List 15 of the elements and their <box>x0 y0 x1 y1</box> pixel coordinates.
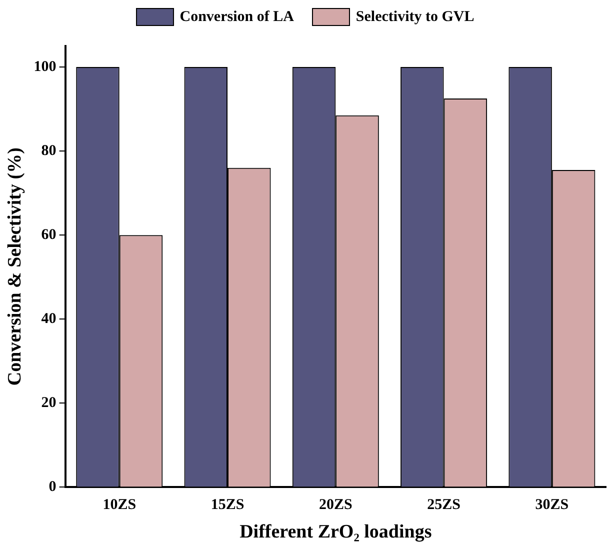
x-tick-label: 25ZS <box>427 497 460 514</box>
x-tick-label: 15ZS <box>210 497 244 514</box>
text: Conversion of LA <box>180 8 294 26</box>
y-tick-label: 80 <box>41 142 56 159</box>
x-tick-label: 10ZS <box>102 497 136 514</box>
y-tick-label: 40 <box>41 311 56 327</box>
legend-label: Selectivity to GVL <box>356 8 474 26</box>
y-tick-label: 0 <box>48 479 56 496</box>
y-tick-label: 60 <box>41 226 56 243</box>
y-axis-title: Conversion & Selectivity (%) <box>4 148 26 386</box>
y-tick-label: 20 <box>41 395 56 412</box>
y-tick-label: 100 <box>34 58 56 75</box>
x-tick-label: 20ZS <box>318 497 352 514</box>
x-tick-label: 30ZS <box>535 497 569 514</box>
x-axis-title: Different ZrO₂ loadings <box>240 522 432 543</box>
